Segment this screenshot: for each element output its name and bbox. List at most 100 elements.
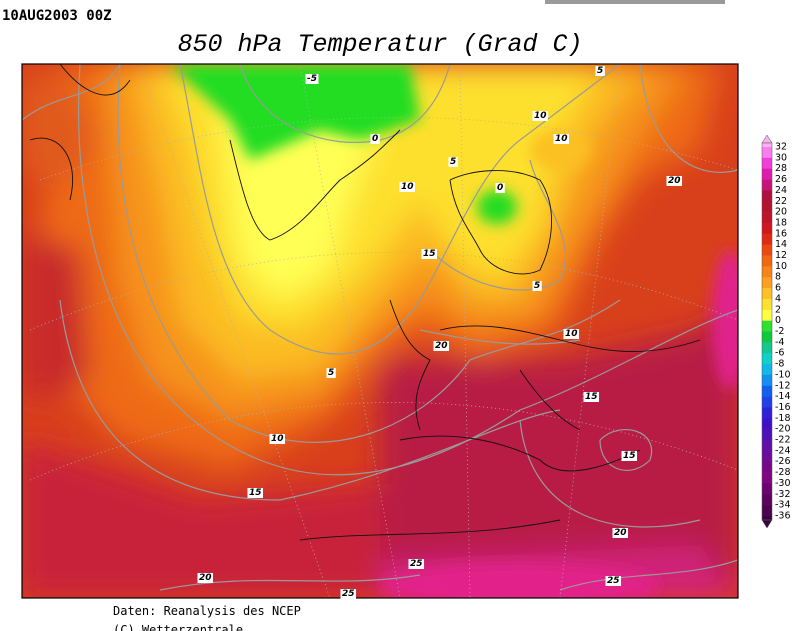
contour-label: 20 bbox=[435, 341, 448, 351]
colorbar-label: 14 bbox=[775, 239, 787, 250]
colorbar-band bbox=[762, 364, 772, 376]
colorbar-label: 30 bbox=[775, 152, 787, 163]
colorbar-band bbox=[762, 147, 772, 159]
colorbar-label: 22 bbox=[775, 196, 787, 207]
colorbar-label: -26 bbox=[775, 456, 791, 467]
contour-label-box bbox=[448, 157, 458, 167]
date-label: 10AUG2003 00Z bbox=[2, 8, 112, 24]
contour-label: 15 bbox=[585, 392, 598, 402]
colorbar-label: -18 bbox=[775, 413, 791, 424]
colorbar-band bbox=[762, 233, 772, 245]
colorbar-band bbox=[762, 277, 772, 289]
contour-label-box bbox=[532, 111, 549, 121]
colorbar-label: -10 bbox=[775, 369, 791, 380]
contour-label: 5 bbox=[597, 66, 603, 76]
map-title: 850 hPa Temperatur (Grad C) bbox=[177, 30, 582, 59]
colorbar-band bbox=[762, 201, 772, 213]
contour-label-box bbox=[197, 573, 214, 583]
colorbar-band bbox=[762, 353, 772, 365]
source-note: Daten: Reanalysis des NCEP bbox=[113, 604, 301, 618]
colorbar-cap bbox=[761, 519, 773, 529]
colorbar-label: -36 bbox=[775, 511, 791, 522]
colorbar-band bbox=[762, 157, 772, 170]
contour-label-box bbox=[247, 488, 264, 498]
contour-label-box bbox=[340, 589, 357, 599]
contour-label-box bbox=[269, 434, 286, 444]
colorbar-label: -24 bbox=[775, 445, 791, 456]
colorbar-label: 0 bbox=[775, 315, 781, 326]
colorbar-label: -12 bbox=[775, 380, 791, 391]
colorbar-band bbox=[762, 288, 772, 300]
contour-label: 20 bbox=[199, 573, 212, 583]
contour-label-box bbox=[553, 134, 570, 144]
contour-label: 5 bbox=[328, 368, 334, 378]
contour-label-box bbox=[421, 249, 438, 259]
copyright-note: (C) Wetterzentrale bbox=[113, 623, 243, 631]
colorbar-label: 10 bbox=[775, 261, 787, 272]
contour-label: 10 bbox=[565, 329, 578, 339]
colorbar-cap bbox=[761, 134, 773, 144]
colorbar-label: -16 bbox=[775, 402, 791, 413]
colorbar-band bbox=[762, 407, 772, 419]
contour-label-box bbox=[666, 176, 683, 186]
colorbar-band bbox=[762, 168, 772, 180]
contour-label: 5 bbox=[450, 157, 456, 167]
colorbar-label: 12 bbox=[775, 250, 787, 261]
colorbar-band bbox=[762, 331, 772, 343]
colorbar-label: -34 bbox=[775, 500, 791, 511]
colorbar-label: -30 bbox=[775, 478, 791, 489]
contour-label: 15 bbox=[423, 249, 436, 259]
coastlines bbox=[29, 64, 701, 541]
colorbar-label: 6 bbox=[775, 283, 781, 294]
colorbar-label: -20 bbox=[775, 424, 791, 435]
colorbar-label: -2 bbox=[775, 326, 784, 337]
contour-label-box bbox=[621, 451, 638, 461]
colorbar-label: 26 bbox=[775, 174, 787, 185]
graticule bbox=[29, 64, 738, 598]
colorbar-band bbox=[762, 472, 772, 484]
contour-label-box bbox=[532, 281, 542, 291]
colorbar-band bbox=[762, 143, 772, 147]
colorbar-band bbox=[762, 450, 772, 463]
contour-label: 10 bbox=[271, 434, 284, 444]
colorbar-band bbox=[762, 244, 772, 256]
colorbar-band bbox=[762, 222, 772, 235]
colorbar-label: -6 bbox=[775, 348, 784, 359]
colorbar-band bbox=[762, 440, 772, 452]
map-field bbox=[22, 64, 738, 598]
colorbar-band bbox=[762, 212, 772, 224]
colorbar-band bbox=[762, 255, 772, 267]
contour-label-box bbox=[595, 66, 605, 76]
colorbar-label: -22 bbox=[775, 435, 791, 446]
contour-label: 0 bbox=[497, 183, 503, 193]
contour-label: 10 bbox=[534, 111, 547, 121]
contour-label-box bbox=[563, 329, 580, 339]
contour-label-box bbox=[605, 576, 622, 586]
contour-label: 15 bbox=[249, 488, 262, 498]
colorbar-band bbox=[762, 483, 772, 495]
contour-labels: -5 0 5 10 10 10 5 0 15 5 10 20 5 10 15 1… bbox=[197, 66, 683, 599]
contour-label-box bbox=[370, 134, 380, 144]
colorbar-label: 2 bbox=[775, 304, 781, 315]
colorbar-label: 4 bbox=[775, 293, 781, 304]
colorbar-band bbox=[762, 494, 772, 506]
contour-label-box bbox=[583, 392, 600, 402]
colorbar-band bbox=[762, 374, 772, 387]
contour-label: 25 bbox=[342, 589, 355, 599]
colorbar-label: 28 bbox=[775, 163, 787, 174]
colorbar-label: 20 bbox=[775, 207, 787, 218]
colorbar-band bbox=[762, 505, 772, 517]
colorbar-label: -14 bbox=[775, 391, 791, 402]
colorbar-label: -28 bbox=[775, 467, 791, 478]
contour-label: 20 bbox=[668, 176, 681, 186]
contour-label-box bbox=[495, 183, 505, 193]
colorbar-label: -8 bbox=[775, 359, 784, 370]
colorbar-band bbox=[762, 179, 772, 191]
colorbar-label: -4 bbox=[775, 337, 784, 348]
colorbar-label: 32 bbox=[775, 142, 787, 153]
contour-label: 25 bbox=[607, 576, 620, 586]
colorbar-label: 24 bbox=[775, 185, 787, 196]
contour-label: 25 bbox=[410, 559, 423, 569]
